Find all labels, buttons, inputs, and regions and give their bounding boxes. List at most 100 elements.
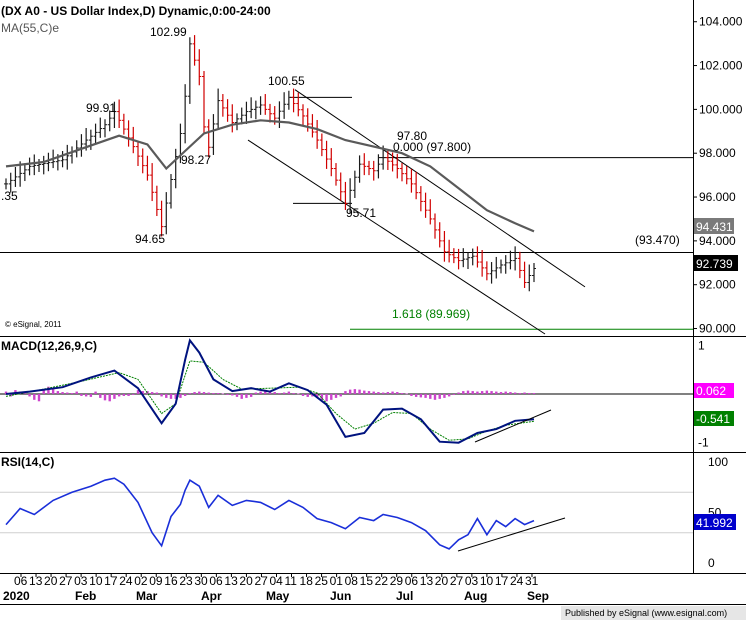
macd-hist-bar bbox=[33, 394, 36, 400]
x-date-label: 20 bbox=[239, 574, 253, 588]
macd-hist-bar bbox=[66, 392, 69, 394]
macd-hist-bar bbox=[287, 391, 291, 394]
macd-hist-bar bbox=[353, 389, 357, 394]
macd-hist-bar bbox=[103, 394, 107, 401]
x-date-label: 06 bbox=[14, 574, 28, 588]
macd-hist-bar bbox=[169, 394, 173, 399]
rsi-tick-label: 100 bbox=[708, 455, 728, 469]
rsi-line bbox=[5, 477, 535, 550]
macd-hist-bar bbox=[471, 391, 474, 394]
panel-frames bbox=[0, 0, 746, 605]
macd-hist-bar bbox=[80, 394, 83, 396]
macd-hist-bar bbox=[396, 392, 399, 394]
macd-hist-bar bbox=[240, 394, 243, 399]
macd-hist-bar bbox=[84, 394, 88, 397]
macd-hist-bar bbox=[344, 391, 347, 394]
macd-hist-bar bbox=[254, 392, 258, 394]
macd-hist-bar bbox=[150, 392, 154, 394]
macd-hist-bar bbox=[325, 394, 328, 402]
macd-hist-bar bbox=[165, 394, 168, 398]
x-month-label: Feb bbox=[75, 589, 96, 603]
rsi-value: 41.992 bbox=[696, 516, 733, 530]
x-date-label: 22 bbox=[375, 574, 389, 588]
rsi-label: RSI(14,C) bbox=[1, 455, 54, 469]
macd-hist-bar bbox=[155, 392, 159, 394]
annotation-left-35: .35 bbox=[1, 189, 18, 203]
macd-hist-bar bbox=[532, 393, 536, 394]
macd-hist-bar bbox=[513, 392, 517, 394]
price-bars bbox=[4, 35, 536, 292]
macd-hist-bar bbox=[424, 394, 427, 398]
x-month-label: Jul bbox=[396, 589, 413, 603]
x-month-label: Sep bbox=[527, 589, 549, 603]
level-93-47-label: (93.470) bbox=[635, 233, 680, 247]
channel-lower-line bbox=[247, 139, 546, 335]
x-date-label: 25 bbox=[315, 574, 329, 588]
macd-hist-bar bbox=[94, 391, 97, 394]
macd-hist-bar bbox=[47, 386, 50, 394]
ma-value: 94.431 bbox=[696, 220, 733, 234]
macd-hist-bar bbox=[268, 392, 272, 394]
x-date-label: 06 bbox=[209, 574, 223, 588]
x-month-label: May bbox=[266, 589, 290, 603]
x-month-label: Aug bbox=[464, 589, 487, 603]
macd-hist-bar bbox=[490, 391, 493, 394]
macd-hist-bar bbox=[273, 392, 276, 394]
macd-hist-bar bbox=[391, 391, 394, 394]
macd-hist-bar bbox=[348, 389, 352, 394]
x-date-label: 13 bbox=[224, 574, 238, 588]
macd-line bbox=[5, 338, 535, 444]
macd-hist-bar bbox=[429, 394, 432, 399]
x-date-label: 10 bbox=[480, 574, 494, 588]
macd-hist-bar bbox=[183, 394, 187, 396]
macd-hist-bar bbox=[509, 392, 512, 394]
macd-hist-bar bbox=[202, 392, 206, 394]
x-date-label: 27 bbox=[254, 574, 268, 588]
last-price-value: 92.739 bbox=[696, 257, 733, 271]
signal-value: -0.541 bbox=[696, 412, 730, 426]
macd-hist-bar bbox=[419, 394, 423, 398]
price-tick-label: 102.000 bbox=[699, 59, 743, 73]
macd-hist-bar bbox=[221, 393, 225, 395]
macd-hist-bar bbox=[414, 394, 418, 397]
x-date-label: 17 bbox=[104, 574, 118, 588]
x-month-labels: Feb Mar Apr May Jun Jul Aug Sep bbox=[75, 589, 549, 603]
macd-hist-bar bbox=[466, 390, 470, 394]
macd-hist-bar bbox=[89, 394, 93, 397]
macd-hist-bar bbox=[410, 394, 413, 396]
x-date-label: 13 bbox=[29, 574, 43, 588]
annotation-102-99: 102.99 bbox=[150, 25, 187, 39]
macd-hist-bar bbox=[528, 393, 531, 394]
macd-hist-bar bbox=[259, 391, 262, 394]
macd-hist-bar bbox=[174, 394, 177, 399]
macd-hist-bar bbox=[141, 391, 144, 394]
price-tick-label: 90.000 bbox=[699, 322, 736, 336]
macd-hist-bar bbox=[51, 389, 55, 394]
macd-value: 0.062 bbox=[696, 384, 726, 398]
macd-hist-bar bbox=[518, 393, 522, 394]
macd-hist-bar bbox=[127, 394, 130, 396]
x-date-label: 01 bbox=[330, 574, 344, 588]
x-date-label: 09 bbox=[149, 574, 163, 588]
x-date-label: 15 bbox=[360, 574, 374, 588]
price-tick-label: 98.000 bbox=[699, 146, 736, 160]
ma55-line bbox=[5, 119, 535, 233]
macd-hist-bar bbox=[231, 394, 234, 396]
macd-signal-line bbox=[5, 360, 535, 441]
rsi-trendline bbox=[457, 517, 566, 552]
x-date-label: 04 bbox=[269, 574, 283, 588]
macd-hist-bar bbox=[363, 390, 366, 394]
macd-hist-bar bbox=[117, 394, 121, 397]
price-tick-label: 96.000 bbox=[699, 190, 736, 204]
macd-hist-bar bbox=[495, 391, 498, 394]
x-date-label: 31 bbox=[525, 574, 539, 588]
macd-hist-bar bbox=[462, 391, 465, 394]
x-date-label: 20 bbox=[44, 574, 58, 588]
x-month-label: Jun bbox=[330, 589, 351, 603]
macd-hist-bar bbox=[37, 394, 41, 402]
x-date-label: 18 bbox=[300, 574, 314, 588]
macd-hist-bar bbox=[433, 394, 437, 400]
macd-hist-bar bbox=[132, 394, 135, 395]
